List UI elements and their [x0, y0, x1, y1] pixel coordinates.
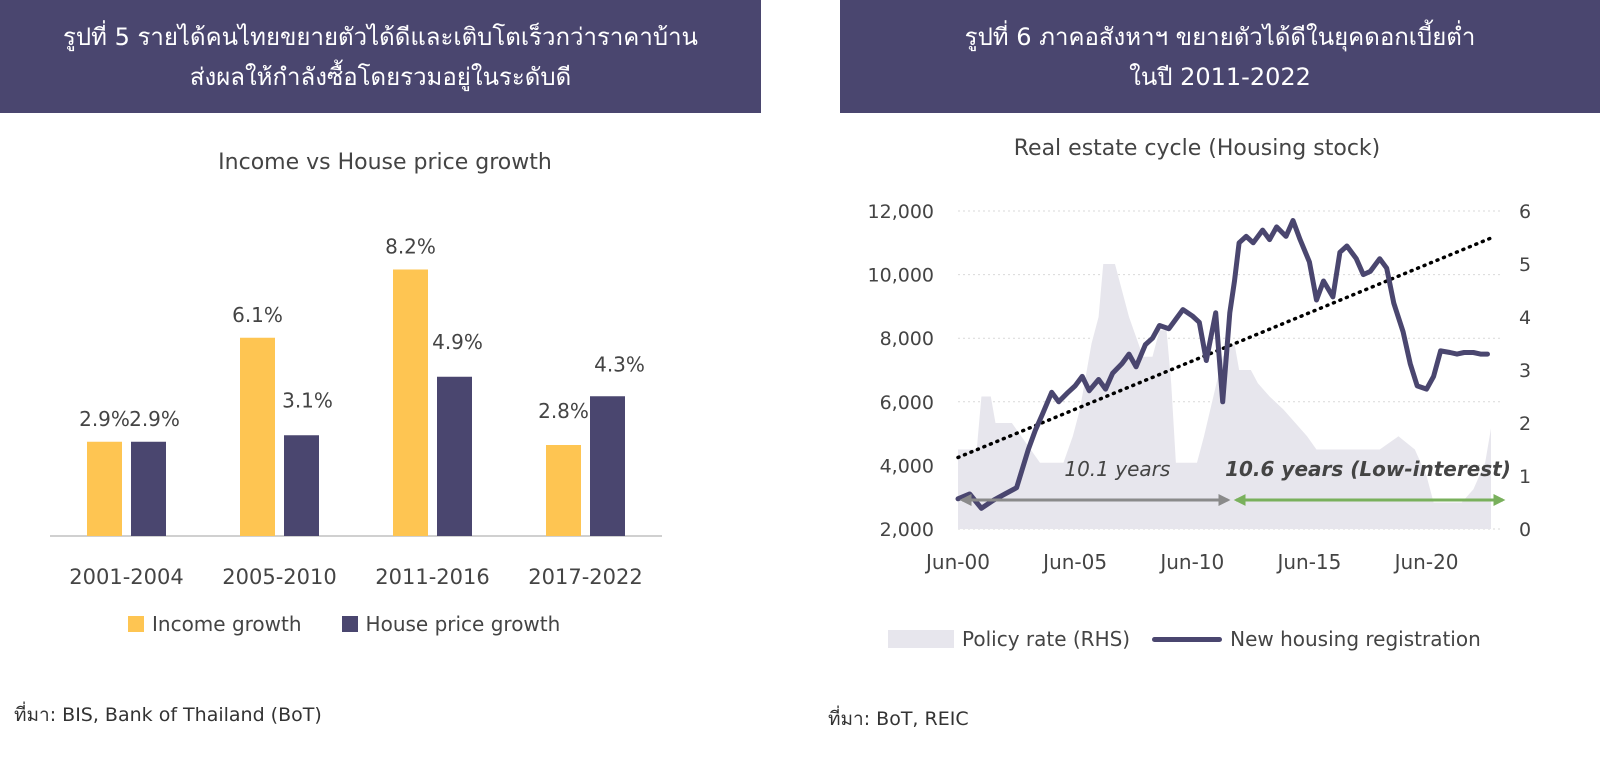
bar-income-1	[240, 337, 275, 536]
line-chart: Real estate cycle (Housing stock) 2,000 4…	[868, 136, 1532, 574]
y2-tick-label-2: 2	[1519, 413, 1531, 435]
bar-house-0	[131, 441, 166, 536]
bar-chart: Income vs House price growth 2.9% 2.9% 200…	[50, 150, 662, 589]
y2-tick-label-4: 4	[1519, 307, 1531, 329]
right-header: รูปที่ 6 ภาคอสังหาฯ ขยายตัวได้ดีในยุคดอก…	[840, 0, 1600, 113]
housing-registration-line	[955, 218, 1490, 511]
data-label-house-1: 3.1%	[282, 388, 333, 412]
right-source: ที่มา: BoT, REIC	[828, 708, 969, 730]
left-header-line1: รูปที่ 5 รายได้คนไทยขยายตัวได้ดีและเติบโ…	[63, 22, 698, 51]
legend-swatch-house	[341, 616, 358, 632]
cycle-label-2: 10.6 years (Low-interest)	[1225, 457, 1511, 481]
bar-legend: Income growth House price growth	[128, 612, 560, 636]
line-legend: Policy rate (RHS) New housing registrati…	[888, 627, 1481, 651]
bar-house-1	[284, 435, 319, 536]
bar-house-2	[437, 376, 472, 536]
left-header: รูปที่ 5 รายได้คนไทยขยายตัวได้ดีและเติบโ…	[0, 0, 761, 113]
legend-label-housing: New housing registration	[1230, 627, 1481, 651]
y-tick-label-3: 8,000	[880, 328, 934, 350]
trend-line	[956, 236, 1493, 460]
data-label-income-1: 6.1%	[232, 303, 283, 327]
data-label-house-3: 4.3%	[594, 352, 645, 376]
x-tick-label-0: 2001-2004	[69, 565, 183, 589]
x-tick-label-1: 2005-2010	[222, 565, 336, 589]
bar-layer: 2.9% 2.9% 2001-2004 6.1% 3.1% 2005-2010 8.2% 4.…	[50, 235, 662, 589]
left-panel: รูปที่ 5 รายได้คนไทยขยายตัวได้ดีและเติบโ…	[0, 0, 761, 766]
y2-tick-label-1: 1	[1519, 466, 1531, 488]
left-source: ที่มา: BIS, Bank of Thailand (BoT)	[14, 704, 322, 726]
legend-label-house: House price growth	[365, 612, 561, 636]
legend-label-income: Income growth	[152, 612, 302, 636]
bar-income-3	[546, 445, 581, 536]
line-layer: 2,000 4,000 6,000 8,000 10,000 12,000 0 1 2 3 4 5 6 1…	[868, 201, 1532, 574]
y2-tick-label-0: 0	[1519, 519, 1531, 541]
y-tick-label-5: 12,000	[868, 201, 934, 223]
y-tick-label-2: 6,000	[880, 392, 934, 414]
data-label-house-2: 4.9%	[432, 330, 483, 354]
y-tick-label-0: 2,000	[880, 519, 934, 541]
cycle-label-1: 10.1 years	[1064, 457, 1170, 481]
x-tick-label-4: Jun-20	[1393, 550, 1459, 574]
y2-tick-label-3: 3	[1519, 360, 1531, 382]
right-header-line2: ในปี 2011-2022	[1129, 62, 1311, 91]
legend-swatch-housing	[1152, 636, 1223, 642]
bar-house-3	[590, 396, 625, 536]
y-tick-label-1: 4,000	[880, 455, 934, 477]
legend-swatch-income	[128, 616, 144, 632]
x-tick-label-2: Jun-10	[1158, 550, 1224, 574]
bar-chart-title: Income vs House price growth	[218, 150, 552, 175]
right-header-line1: รูปที่ 6 ภาคอสังหาฯ ขยายตัวได้ดีในยุคดอก…	[964, 22, 1476, 51]
x-tick-label-0: Jun-00	[924, 550, 990, 574]
data-label-income-2: 8.2%	[385, 235, 436, 259]
data-label-house-0: 2.9%	[129, 407, 180, 431]
x-tick-label-1: Jun-05	[1041, 550, 1107, 574]
legend-swatch-policy	[888, 630, 954, 648]
legend-label-policy: Policy rate (RHS)	[962, 627, 1131, 651]
right-panel: รูปที่ 6 ภาคอสังหาฯ ขยายตัวได้ดีในยุคดอก…	[828, 0, 1600, 766]
data-label-income-3: 2.8%	[538, 399, 589, 423]
x-tick-label-3: 2017-2022	[528, 565, 642, 589]
y-tick-label-4: 10,000	[868, 265, 934, 287]
bar-income-2	[393, 269, 428, 536]
line-chart-title: Real estate cycle (Housing stock)	[1014, 136, 1381, 161]
data-label-income-0: 2.9%	[79, 407, 130, 431]
x-tick-label-2: 2011-2016	[375, 565, 489, 589]
y2-tick-label-5: 5	[1519, 254, 1531, 276]
y2-tick-label-6: 6	[1519, 201, 1531, 223]
bar-income-0	[87, 441, 122, 536]
left-header-line2: ส่งผลให้กำลังซื้อโดยรวมอยู่ในระดับดี	[189, 62, 572, 91]
x-tick-label-3: Jun-15	[1275, 550, 1341, 574]
